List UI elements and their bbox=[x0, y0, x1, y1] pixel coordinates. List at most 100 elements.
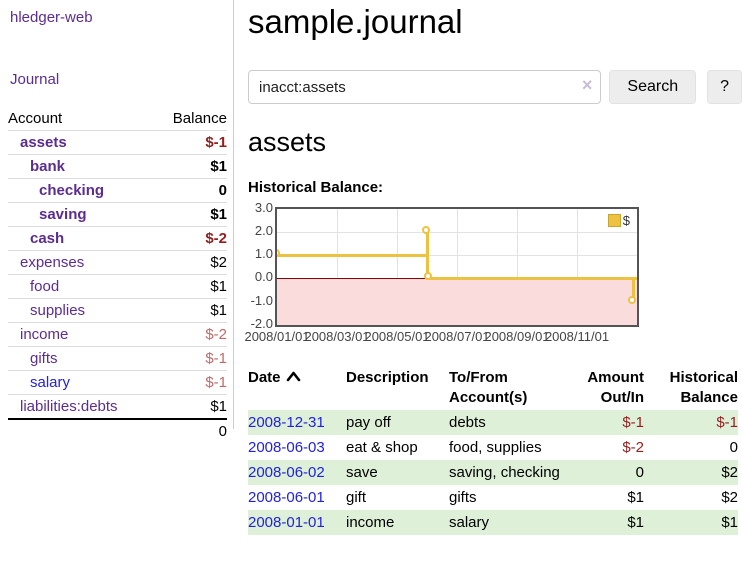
legend-swatch bbox=[607, 214, 621, 227]
txn-description: income bbox=[346, 510, 449, 535]
negative-region bbox=[277, 278, 637, 325]
accounts-col-account: Account bbox=[8, 107, 155, 131]
gridline bbox=[397, 209, 398, 325]
clear-search-icon[interactable]: × bbox=[581, 75, 593, 95]
account-row: saving $1 bbox=[8, 202, 227, 227]
account-balance: $1 bbox=[154, 394, 227, 420]
gridline bbox=[517, 209, 518, 325]
gridline bbox=[457, 209, 458, 325]
account-row: checking 0 bbox=[8, 178, 227, 203]
txn-accounts: saving, checking bbox=[449, 460, 582, 485]
txn-date-link[interactable]: 2008-12-31 bbox=[248, 414, 325, 431]
accounts-header-row: Account Balance bbox=[8, 107, 227, 131]
register-table: Date Description To/From Account(s) Amou… bbox=[248, 366, 738, 535]
register-row: 2008-06-02 save saving, checking 0 $2 bbox=[248, 460, 738, 485]
account-link-cash[interactable]: cash bbox=[30, 230, 65, 247]
txn-date-link[interactable]: 2008-01-01 bbox=[248, 514, 325, 531]
account-link-supplies[interactable]: supplies bbox=[30, 302, 86, 319]
y-tick: -1.0 bbox=[250, 293, 273, 308]
register-row: 2008-12-31 pay off debts $-1 $-1 bbox=[248, 410, 738, 435]
legend-label: $ bbox=[622, 213, 630, 228]
txn-amount: $-2 bbox=[622, 439, 644, 456]
account-row: salary $-1 bbox=[8, 370, 227, 395]
account-link-saving[interactable]: saving bbox=[39, 206, 87, 223]
historical-balance-chart: 3.0 2.0 1.0 0.0 -1.0 -2.0 $ bbox=[244, 200, 668, 345]
account-link-food[interactable]: food bbox=[30, 278, 60, 295]
series-line bbox=[632, 277, 635, 303]
col-description: Description bbox=[346, 369, 429, 386]
search-input[interactable] bbox=[248, 70, 602, 104]
txn-balance: $2 bbox=[644, 460, 738, 485]
col-balance: Historical Balance bbox=[669, 369, 738, 406]
sidebar-item-journal[interactable]: Journal bbox=[10, 71, 60, 88]
txn-amount: 0 bbox=[582, 460, 644, 485]
search-form: × Search ? bbox=[248, 70, 742, 104]
col-date-label: Date bbox=[248, 369, 281, 386]
accounts-col-balance: Balance bbox=[154, 107, 227, 131]
txn-description: save bbox=[346, 460, 449, 485]
register-row: 2008-01-01 income salary $1 $1 bbox=[248, 510, 738, 535]
account-row: income $-2 bbox=[8, 322, 227, 347]
x-tick: 2008/03/01 bbox=[304, 329, 370, 344]
x-tick: 2008/11/01 bbox=[544, 329, 610, 344]
txn-description: eat & shop bbox=[346, 439, 418, 456]
account-balance: $1 bbox=[154, 202, 227, 227]
page-title: sample.journal bbox=[248, 3, 463, 40]
account-balance: $-2 bbox=[154, 226, 227, 251]
plot-area: $ bbox=[275, 207, 639, 327]
x-tick: 2008/05/01 bbox=[364, 329, 430, 344]
txn-accounts: salary bbox=[449, 510, 582, 535]
account-balance: $-1 bbox=[154, 346, 227, 371]
txn-description: pay off bbox=[346, 410, 449, 435]
series-line bbox=[277, 254, 429, 257]
account-balance: $-1 bbox=[154, 370, 227, 395]
txn-accounts: gifts bbox=[449, 489, 477, 506]
search-button[interactable]: Search bbox=[609, 70, 697, 104]
chart-title: Historical Balance: bbox=[248, 179, 384, 196]
y-tick: 0.0 bbox=[254, 269, 273, 284]
account-link-gifts[interactable]: gifts bbox=[30, 350, 58, 367]
txn-date-link[interactable]: 2008-06-02 bbox=[248, 464, 325, 481]
txn-date-link[interactable]: 2008-06-01 bbox=[248, 489, 325, 506]
account-link-liabilities-debts[interactable]: liabilities:debts bbox=[20, 398, 118, 415]
account-link-salary[interactable]: salary bbox=[30, 374, 71, 391]
data-point bbox=[422, 226, 430, 234]
gridline bbox=[277, 255, 637, 256]
app-title: hledger-web bbox=[10, 9, 233, 26]
txn-amount: $-1 bbox=[582, 410, 644, 435]
account-balance: $-1 bbox=[154, 130, 227, 155]
account-link-expenses[interactable]: expenses bbox=[20, 254, 85, 271]
main-content: sample.journal × Search ? assets Histori… bbox=[244, 0, 742, 535]
txn-date-link[interactable]: 2008-06-03 bbox=[248, 439, 325, 456]
y-tick: 3.0 bbox=[254, 200, 273, 215]
gridline bbox=[577, 209, 578, 325]
account-link-bank[interactable]: bank bbox=[30, 158, 66, 175]
x-tick: 2008/07/01 bbox=[424, 329, 490, 344]
account-row: assets $-1 bbox=[8, 130, 227, 155]
txn-description: gift bbox=[346, 489, 367, 506]
series-line bbox=[426, 231, 429, 280]
data-point bbox=[424, 272, 432, 280]
x-tick: 2008/01/01 bbox=[244, 329, 310, 344]
help-button[interactable]: ? bbox=[707, 70, 742, 104]
y-tick: 2.0 bbox=[254, 223, 273, 238]
col-date[interactable]: Date bbox=[248, 366, 346, 410]
account-balance: $2 bbox=[154, 250, 227, 275]
account-link-income[interactable]: income bbox=[20, 326, 69, 343]
account-row: gifts $-1 bbox=[8, 346, 227, 371]
txn-accounts: food, supplies bbox=[449, 439, 542, 456]
sort-asc-icon bbox=[286, 368, 301, 388]
account-row: cash $-2 bbox=[8, 226, 227, 251]
account-link-assets[interactable]: assets bbox=[20, 134, 67, 151]
account-link-checking[interactable]: checking bbox=[39, 182, 105, 199]
account-row: bank $1 bbox=[8, 154, 227, 179]
txn-amount: $1 bbox=[627, 489, 644, 506]
txn-balance: 0 bbox=[729, 439, 738, 456]
data-point bbox=[628, 296, 636, 304]
account-row: supplies $1 bbox=[8, 298, 227, 323]
gridline bbox=[277, 232, 637, 233]
app-title-link[interactable]: hledger-web bbox=[10, 9, 93, 26]
txn-balance: $2 bbox=[721, 489, 738, 506]
col-accounts: To/From Account(s) bbox=[449, 369, 528, 406]
accounts-table: Account Balance assets $-1 bank $1 check… bbox=[8, 107, 227, 443]
